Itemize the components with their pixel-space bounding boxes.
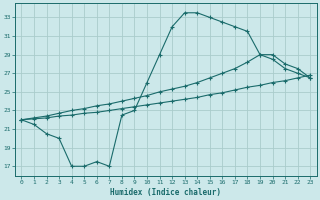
X-axis label: Humidex (Indice chaleur): Humidex (Indice chaleur) (110, 188, 221, 197)
